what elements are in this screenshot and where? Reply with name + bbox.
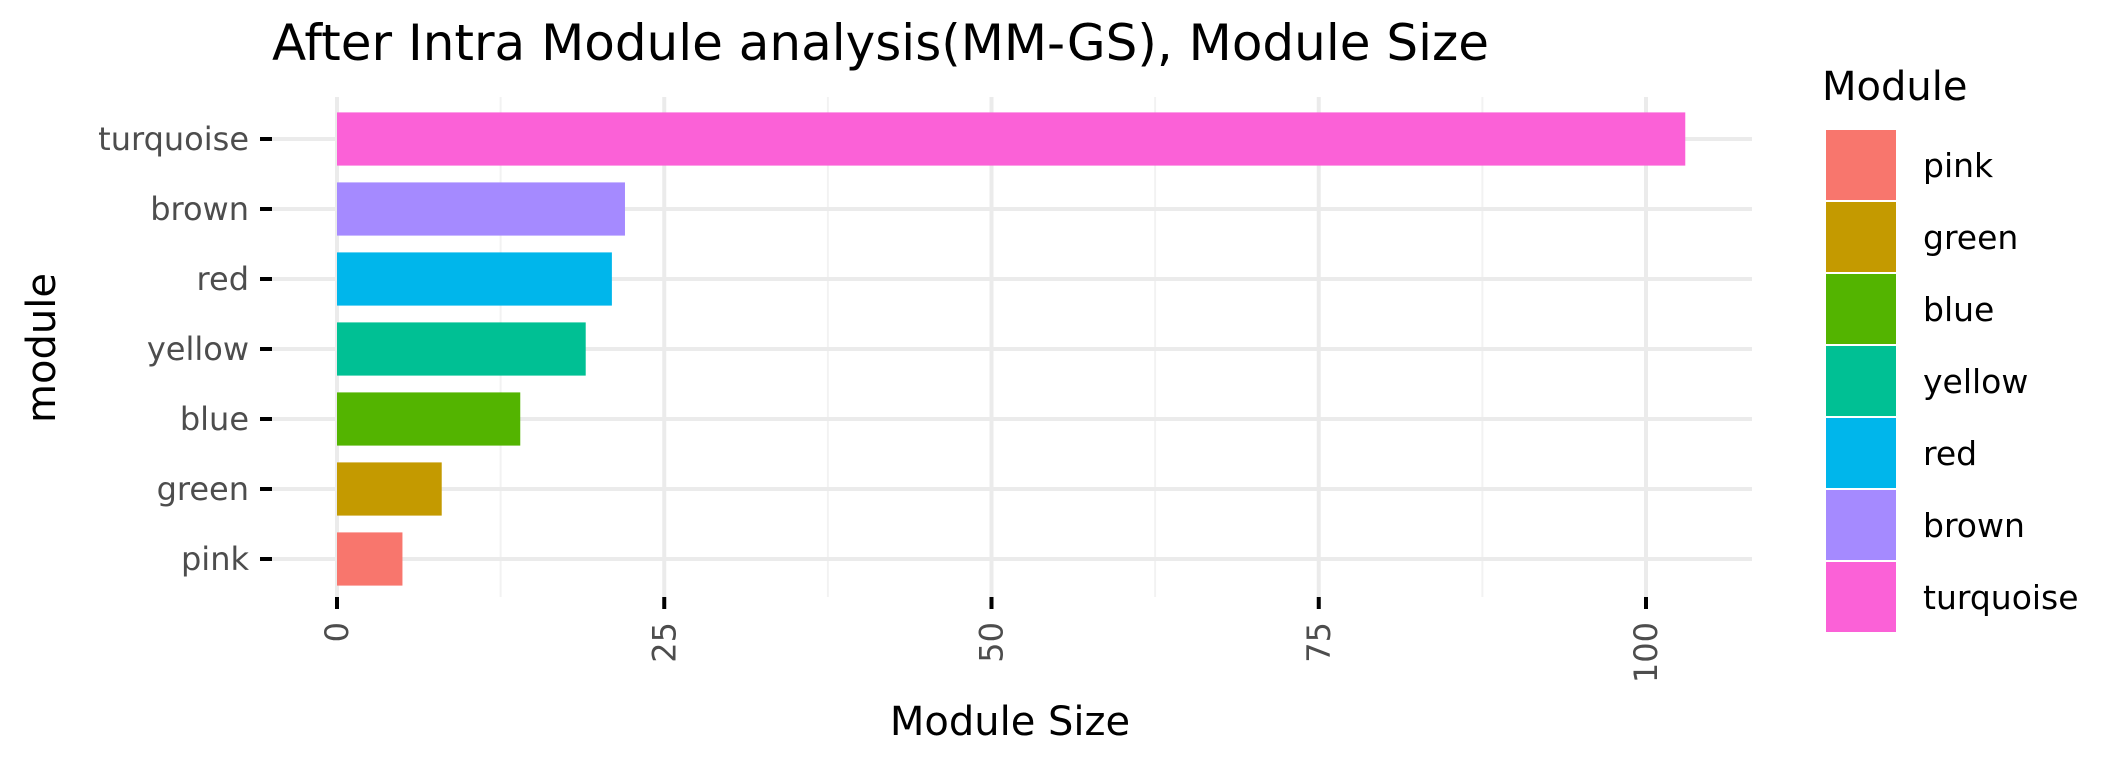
legend-label: red <box>1923 434 1977 473</box>
legend-title: Module <box>1822 64 1967 110</box>
legend-label: pink <box>1923 146 1994 185</box>
legend-key-pink <box>1826 130 1896 200</box>
y-tick-label: blue <box>180 400 249 438</box>
bar-green <box>337 462 442 516</box>
bar-pink <box>337 532 403 586</box>
legend-key-blue <box>1826 274 1896 344</box>
chart-title: After Intra Module analysis(MM-GS), Modu… <box>272 14 1489 72</box>
x-tick-label: 50 <box>973 622 1011 663</box>
x-tick-label: 100 <box>1627 622 1665 683</box>
legend-label: turquoise <box>1923 578 2079 617</box>
x-axis-title: Module Size <box>890 699 1130 745</box>
x-tick-label: 25 <box>645 622 683 663</box>
y-tick-label: red <box>197 260 249 298</box>
legend-label: brown <box>1923 506 2025 545</box>
legend-label: green <box>1923 218 2018 257</box>
legend: Module pink green blue yellow red brown turquo… <box>1822 64 2079 632</box>
legend-key-red <box>1826 418 1896 488</box>
bar-blue <box>337 392 521 446</box>
y-tick-label: pink <box>181 540 249 578</box>
y-tick-label: yellow <box>147 330 249 368</box>
bar-yellow <box>337 322 586 376</box>
legend-label: yellow <box>1923 362 2028 401</box>
legend-label: blue <box>1923 290 1994 329</box>
y-tick-label: brown <box>150 190 249 228</box>
bar-turquoise <box>337 112 1686 166</box>
legend-key-yellow <box>1826 346 1896 416</box>
x-tick-label: 0 <box>318 622 356 642</box>
legend-key-brown <box>1826 490 1896 560</box>
y-tick-label: green <box>157 470 249 508</box>
x-tick-label: 75 <box>1300 622 1338 663</box>
legend-key-turquoise <box>1826 562 1896 632</box>
y-axis: pink green blue yellow red brown turquoise <box>98 120 272 578</box>
legend-key-green <box>1826 202 1896 272</box>
x-axis: 0 25 50 75 100 <box>318 597 1665 683</box>
y-axis-title: module <box>19 273 65 423</box>
y-tick-label: turquoise <box>98 120 249 158</box>
bar-red <box>337 252 612 306</box>
bars <box>337 112 1686 586</box>
bar-brown <box>337 182 625 236</box>
